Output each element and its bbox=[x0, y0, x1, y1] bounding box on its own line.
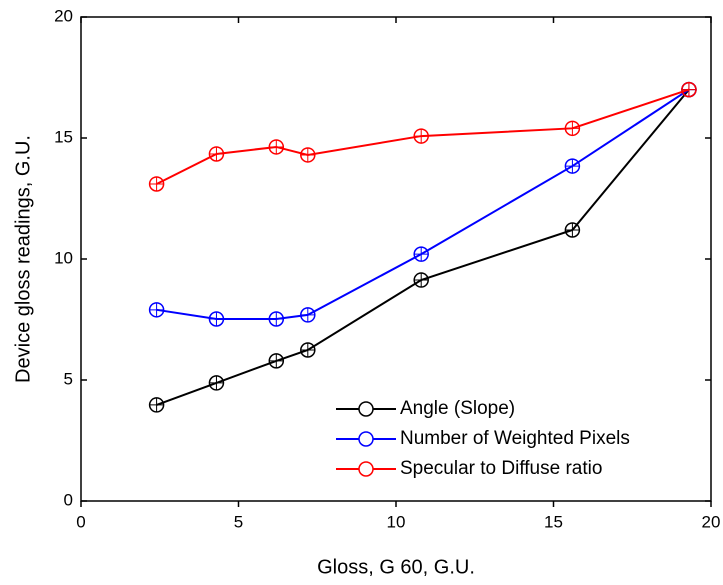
data-point-cross bbox=[681, 82, 696, 97]
data-point-cross bbox=[149, 397, 164, 412]
data-point-cross bbox=[414, 129, 429, 144]
legend-label: Specular to Diffuse ratio bbox=[400, 458, 602, 479]
data-point-cross bbox=[149, 302, 164, 317]
data-point-cross bbox=[149, 176, 164, 191]
data-point-cross bbox=[300, 342, 315, 357]
x-tick-label: 10 bbox=[387, 512, 406, 531]
series-line bbox=[156, 88, 690, 185]
y-tick-label: 0 bbox=[64, 490, 73, 509]
data-point-cross bbox=[209, 146, 224, 161]
data-point-cross bbox=[414, 247, 429, 262]
y-tick-label: 15 bbox=[54, 127, 73, 146]
x-tick-label: 20 bbox=[702, 512, 721, 531]
data-point-cross bbox=[269, 312, 284, 327]
data-point-cross bbox=[269, 353, 284, 368]
y-tick-label: 5 bbox=[64, 369, 73, 388]
data-point-cross bbox=[414, 273, 429, 288]
y-tick-label: 20 bbox=[54, 6, 73, 25]
x-tick-label: 0 bbox=[76, 512, 85, 531]
data-point-cross bbox=[209, 375, 224, 390]
data-point-cross bbox=[565, 159, 580, 174]
data-point-cross bbox=[565, 222, 580, 237]
y-tick-label: 10 bbox=[54, 248, 73, 267]
legend-label: Angle (Slope) bbox=[400, 398, 515, 419]
data-point-cross bbox=[565, 121, 580, 136]
y-axis-title: Device gloss readings, G.U. bbox=[12, 135, 34, 383]
x-tick-label: 5 bbox=[234, 512, 243, 531]
legend-marker bbox=[358, 431, 374, 447]
legend-marker bbox=[358, 461, 374, 477]
legend-marker bbox=[358, 401, 374, 417]
legend-label: Number of Weighted Pixels bbox=[400, 428, 630, 449]
x-axis-title: Gloss, G 60, G.U. bbox=[317, 556, 475, 578]
x-tick-label: 15 bbox=[544, 512, 563, 531]
data-point-cross bbox=[300, 147, 315, 162]
series-line bbox=[156, 88, 690, 321]
data-point-cross bbox=[269, 139, 284, 154]
data-point-cross bbox=[300, 307, 315, 322]
data-point-cross bbox=[209, 312, 224, 327]
